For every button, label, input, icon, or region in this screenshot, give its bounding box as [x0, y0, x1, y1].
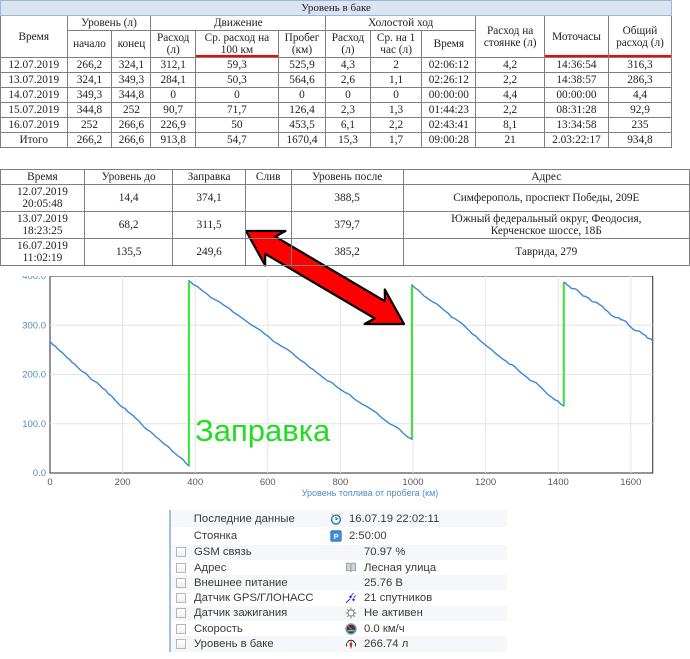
svg-text:1000: 1000	[402, 477, 423, 488]
svg-text:P: P	[333, 532, 338, 541]
svg-text:1200: 1200	[475, 477, 496, 488]
svg-text:800: 800	[332, 477, 348, 488]
svg-text:600: 600	[260, 477, 276, 488]
svg-text:400.0: 400.0	[22, 276, 46, 282]
svg-text:300.0: 300.0	[22, 321, 46, 332]
svg-text:Заправка: Заправка	[195, 413, 331, 448]
svg-text:0: 0	[47, 477, 52, 488]
svg-text:100.0: 100.0	[22, 419, 46, 430]
svg-text:1600: 1600	[620, 477, 641, 488]
svg-text:Уровень топлива от пробега (км: Уровень топлива от пробега (км)	[302, 488, 439, 498]
svg-text:0.0: 0.0	[33, 468, 46, 479]
svg-text:400: 400	[187, 477, 203, 488]
svg-text:200.0: 200.0	[22, 370, 46, 381]
svg-text:1400: 1400	[548, 477, 569, 488]
svg-text:200: 200	[115, 477, 131, 488]
